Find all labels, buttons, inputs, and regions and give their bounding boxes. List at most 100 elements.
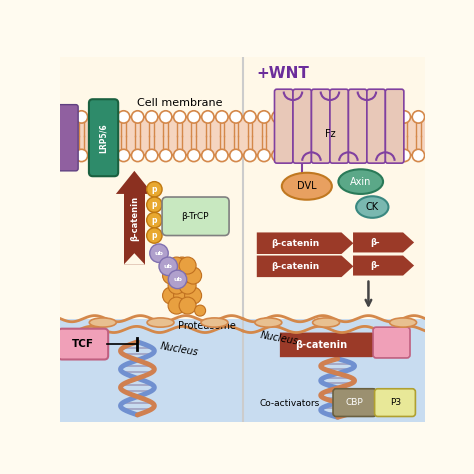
Circle shape xyxy=(258,111,270,123)
Circle shape xyxy=(201,149,214,162)
Circle shape xyxy=(398,149,410,162)
Text: β-catenin: β-catenin xyxy=(295,340,347,350)
Circle shape xyxy=(173,257,191,274)
Bar xyxy=(61,319,243,422)
Text: p: p xyxy=(152,200,157,209)
Circle shape xyxy=(398,111,410,123)
Circle shape xyxy=(370,111,383,123)
Circle shape xyxy=(184,287,201,304)
Circle shape xyxy=(300,111,312,123)
Text: +WNT: +WNT xyxy=(257,66,310,82)
Ellipse shape xyxy=(356,196,389,218)
FancyBboxPatch shape xyxy=(274,89,293,163)
Polygon shape xyxy=(116,171,153,194)
Text: Axin: Axin xyxy=(350,177,372,187)
Circle shape xyxy=(286,111,298,123)
Circle shape xyxy=(173,267,191,284)
Bar xyxy=(243,319,425,422)
Circle shape xyxy=(216,111,228,123)
Circle shape xyxy=(184,267,201,284)
Ellipse shape xyxy=(89,318,116,327)
Circle shape xyxy=(230,149,242,162)
Bar xyxy=(124,192,145,265)
Circle shape xyxy=(188,149,200,162)
Circle shape xyxy=(179,297,196,314)
Circle shape xyxy=(146,111,158,123)
Circle shape xyxy=(286,149,298,162)
Polygon shape xyxy=(124,253,145,265)
Bar xyxy=(61,117,243,155)
Circle shape xyxy=(118,111,130,123)
Circle shape xyxy=(90,149,102,162)
FancyBboxPatch shape xyxy=(385,89,404,163)
Text: Nucleus: Nucleus xyxy=(259,329,299,346)
Circle shape xyxy=(370,149,383,162)
Circle shape xyxy=(356,149,368,162)
Circle shape xyxy=(412,149,425,162)
Text: β-: β- xyxy=(371,261,380,270)
Text: LRP5/6: LRP5/6 xyxy=(99,123,108,153)
Text: Cell membrane: Cell membrane xyxy=(137,98,222,108)
Ellipse shape xyxy=(338,169,383,194)
FancyBboxPatch shape xyxy=(89,99,118,176)
Circle shape xyxy=(131,149,144,162)
Text: Nucleus: Nucleus xyxy=(160,341,200,358)
Ellipse shape xyxy=(255,318,282,327)
Circle shape xyxy=(168,297,185,314)
Bar xyxy=(243,57,425,422)
Circle shape xyxy=(173,149,186,162)
Circle shape xyxy=(244,149,256,162)
Circle shape xyxy=(163,287,180,304)
Circle shape xyxy=(159,257,177,275)
Text: β-: β- xyxy=(371,238,380,247)
Text: β-TrCP: β-TrCP xyxy=(182,212,209,221)
Text: Fz: Fz xyxy=(325,129,335,139)
FancyBboxPatch shape xyxy=(58,328,108,359)
FancyBboxPatch shape xyxy=(58,105,78,171)
Text: CK: CK xyxy=(366,202,379,212)
Circle shape xyxy=(160,111,172,123)
Circle shape xyxy=(314,149,326,162)
Ellipse shape xyxy=(313,318,339,327)
Text: Proteasome: Proteasome xyxy=(178,321,236,331)
Circle shape xyxy=(179,277,196,294)
Circle shape xyxy=(173,287,191,304)
FancyBboxPatch shape xyxy=(333,389,376,417)
FancyBboxPatch shape xyxy=(348,89,367,163)
Circle shape xyxy=(75,149,88,162)
Ellipse shape xyxy=(201,318,228,327)
Circle shape xyxy=(61,111,73,123)
Text: ub: ub xyxy=(155,251,164,256)
Circle shape xyxy=(412,111,425,123)
Circle shape xyxy=(146,228,162,243)
Polygon shape xyxy=(280,333,386,357)
Circle shape xyxy=(118,149,130,162)
Circle shape xyxy=(103,111,116,123)
Circle shape xyxy=(272,111,284,123)
Ellipse shape xyxy=(147,318,174,327)
Bar xyxy=(61,57,243,422)
Circle shape xyxy=(356,111,368,123)
Circle shape xyxy=(384,111,396,123)
FancyBboxPatch shape xyxy=(373,327,410,358)
Text: β-catenin: β-catenin xyxy=(130,196,139,241)
Circle shape xyxy=(146,149,158,162)
Text: Co-activators: Co-activators xyxy=(259,399,319,408)
FancyBboxPatch shape xyxy=(367,89,385,163)
Circle shape xyxy=(272,149,284,162)
Text: TCF: TCF xyxy=(72,339,94,349)
Circle shape xyxy=(244,111,256,123)
Circle shape xyxy=(90,111,102,123)
Text: ub: ub xyxy=(164,264,173,269)
Text: CBP: CBP xyxy=(346,398,364,407)
Text: p: p xyxy=(152,185,157,194)
Circle shape xyxy=(75,111,88,123)
Text: P3: P3 xyxy=(390,398,401,407)
Text: DVL: DVL xyxy=(297,181,317,191)
Circle shape xyxy=(146,212,162,228)
Circle shape xyxy=(195,305,206,316)
Circle shape xyxy=(342,111,355,123)
Circle shape xyxy=(328,149,340,162)
Circle shape xyxy=(168,277,185,294)
Text: ub: ub xyxy=(173,277,182,282)
